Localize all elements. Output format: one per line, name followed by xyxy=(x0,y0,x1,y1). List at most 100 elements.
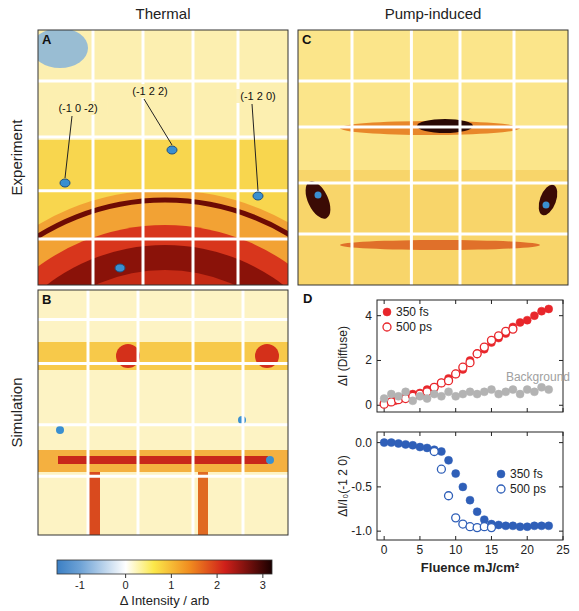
data-point xyxy=(437,465,445,473)
detector-gap xyxy=(298,125,568,128)
data-point xyxy=(387,390,395,398)
image-band xyxy=(38,342,288,370)
detector-gap xyxy=(298,233,568,236)
y-tick xyxy=(377,360,381,361)
colorbar-tick xyxy=(125,574,126,578)
detector-gap xyxy=(298,80,568,83)
detector-gap xyxy=(137,290,140,535)
y-tick xyxy=(559,531,563,532)
image-ground xyxy=(38,290,288,535)
detector-gap xyxy=(459,30,462,285)
image-blob xyxy=(38,30,88,68)
reflection-label: (-1 2 2) xyxy=(132,85,167,97)
plot-frame xyxy=(377,300,563,412)
panel-image xyxy=(298,30,568,285)
detector-gap xyxy=(192,30,195,285)
data-point xyxy=(545,522,553,530)
data-point xyxy=(473,350,481,358)
x-tick xyxy=(384,300,385,304)
data-point xyxy=(530,388,538,396)
panel-frame xyxy=(38,290,288,535)
x-tick-label: 5 xyxy=(417,543,424,557)
x-tick xyxy=(563,432,564,436)
x-tick xyxy=(419,432,420,436)
colorbar-tick-label: -1 xyxy=(75,579,85,591)
diffuse-streak xyxy=(340,240,540,250)
x-tick xyxy=(527,300,528,304)
x-tick xyxy=(419,536,420,540)
x-tick-label: 15 xyxy=(485,543,499,557)
legend-marker xyxy=(497,470,505,478)
y-tick-label: -1.0 xyxy=(351,524,372,538)
data-point xyxy=(445,388,453,396)
panel-frame xyxy=(298,30,568,285)
data-point xyxy=(473,508,481,516)
image-band xyxy=(38,450,288,472)
y-tick xyxy=(377,531,381,532)
data-point xyxy=(452,470,460,478)
leader-line xyxy=(65,116,72,178)
data-point xyxy=(394,392,402,400)
image-region xyxy=(38,225,288,285)
data-point xyxy=(495,332,503,340)
detector-gap xyxy=(38,238,288,241)
data-point xyxy=(545,305,553,313)
bragg-peak xyxy=(60,179,70,187)
x-tick xyxy=(527,432,528,436)
x-tick xyxy=(563,300,564,304)
image-band xyxy=(88,472,100,535)
plot-frame xyxy=(377,432,563,540)
detector-gap xyxy=(38,80,288,83)
data-point xyxy=(459,363,467,371)
panel-image xyxy=(38,290,288,535)
data-point xyxy=(545,386,553,394)
panel-letter: B xyxy=(42,292,51,307)
column-header: Thermal xyxy=(135,5,190,22)
data-point xyxy=(487,336,495,344)
detector-gap xyxy=(38,136,288,139)
panel-letter: C xyxy=(302,32,312,47)
y-tick xyxy=(559,486,563,487)
y-tick-label: -0.5 xyxy=(351,480,372,494)
data-point xyxy=(502,522,510,530)
colorbar-tick-label: 2 xyxy=(214,579,220,591)
bragg-peak xyxy=(543,202,550,209)
reflection-label: (-1 0 -2) xyxy=(58,102,97,114)
y-tick xyxy=(377,486,381,487)
data-point xyxy=(416,392,424,400)
data-point xyxy=(487,524,495,532)
x-tick xyxy=(419,300,420,304)
data-point xyxy=(480,388,488,396)
image-region xyxy=(38,270,288,285)
data-point xyxy=(502,388,510,396)
data-point xyxy=(459,390,467,398)
row-header: Simulation xyxy=(8,377,25,447)
x-tick xyxy=(455,300,456,304)
detector-gap xyxy=(513,30,516,285)
x-tick xyxy=(563,408,564,412)
x-tick xyxy=(455,432,456,436)
data-point xyxy=(466,359,474,367)
detector-gap xyxy=(92,30,95,285)
data-point xyxy=(445,377,453,385)
colorbar-tick-label: 1 xyxy=(168,579,174,591)
data-point xyxy=(402,388,410,396)
x-tick xyxy=(527,408,528,412)
figure: ThermalPump-inducedExperimentSimulation(… xyxy=(0,0,579,611)
detector-gap xyxy=(38,318,288,321)
legend-marker xyxy=(497,485,505,493)
data-point xyxy=(452,370,460,378)
x-tick xyxy=(384,432,385,436)
detector-gap xyxy=(351,30,354,285)
bragg-peak xyxy=(266,456,274,464)
data-point xyxy=(459,483,467,491)
detector-gap xyxy=(38,475,288,478)
image-region xyxy=(298,170,568,285)
data-point xyxy=(523,523,531,531)
data-point xyxy=(516,318,524,326)
data-point xyxy=(530,312,538,320)
x-tick xyxy=(384,536,385,540)
label-patch xyxy=(48,101,108,115)
data-point xyxy=(416,443,424,451)
x-tick-label: 25 xyxy=(556,543,570,557)
